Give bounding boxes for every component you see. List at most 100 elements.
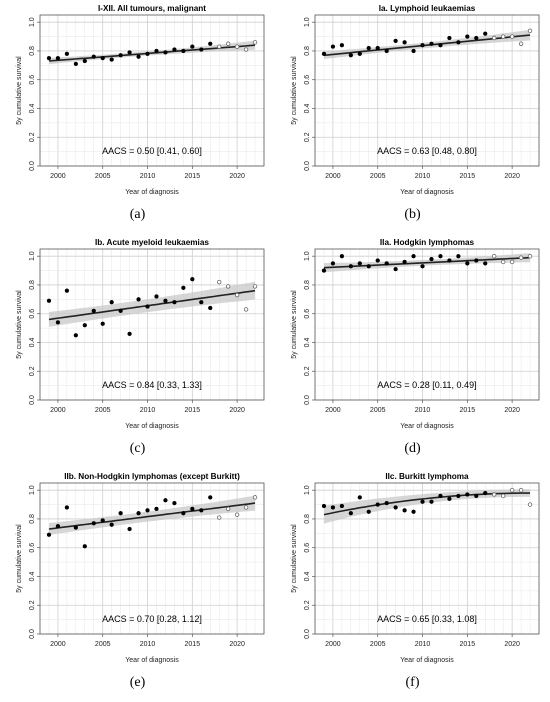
y-tick-label: 0.6: [29, 309, 36, 319]
x-tick-label: 2015: [460, 641, 476, 648]
x-tick-label: 2020: [229, 407, 245, 414]
data-point: [118, 308, 123, 313]
data-point: [456, 40, 461, 45]
chart-panel: 2000 2005 2010 2015 2020 0.0 0.2 0.4 0.6 0.8 1.0 Ia…: [275, 0, 550, 234]
panel-label: (d): [404, 441, 421, 456]
data-point: [82, 58, 87, 64]
y-tick-label: 0.8: [304, 280, 311, 290]
data-point: [64, 51, 70, 56]
data-point: [55, 523, 61, 529]
plot-frame: [314, 248, 540, 401]
data-point: [321, 268, 327, 273]
data-point: [127, 526, 132, 532]
data-point: [100, 518, 105, 523]
x-tick-label: 2000: [325, 407, 341, 414]
data-point-open: [225, 506, 231, 512]
data-point: [190, 506, 195, 512]
data-point: [91, 308, 96, 313]
data-point: [420, 43, 425, 48]
data-point: [339, 43, 345, 48]
x-tick-label: 2010: [140, 173, 156, 180]
data-point-open: [518, 487, 524, 493]
data-point: [118, 53, 123, 58]
data-point: [330, 505, 336, 510]
data-point-open: [491, 253, 497, 259]
chart-svg: 2000 2005 2010 2015 2020 0.0 0.2 0.4 0.6 0.8 1.0 II…: [291, 238, 540, 430]
y-tick-label: 0.2: [29, 600, 36, 610]
panel-label: (b): [404, 207, 421, 222]
data-point: [46, 298, 52, 303]
data-point: [483, 261, 488, 266]
y-axis-title: 5y cumulative survival: [16, 56, 23, 125]
data-point-open: [216, 279, 222, 285]
plot-frame: [39, 482, 265, 635]
data-point-open: [252, 284, 258, 289]
y-tick-label: 0.8: [304, 514, 311, 524]
data-point: [136, 297, 141, 302]
chart-title: IIc. Burkitt lymphoma: [385, 472, 469, 481]
data-point: [411, 509, 416, 514]
data-point-open: [234, 292, 240, 298]
data-point: [366, 45, 371, 51]
chart-svg: 2000 2005 2010 2015 2020 0.0 0.2 0.4 0.6 0.8 1.0 I-…: [16, 4, 265, 196]
y-tick-label: 0.0: [304, 629, 311, 639]
x-axis-title: Year of diagnosis: [125, 657, 179, 664]
data-point: [172, 500, 177, 506]
data-point-open: [243, 307, 249, 312]
y-tick-label: 0.6: [304, 543, 311, 553]
y-tick-label: 0.8: [304, 46, 311, 56]
aacs-annotation: AACS = 0.65 [0.33, 1.08]: [377, 614, 477, 624]
y-tick-label: 0.8: [29, 280, 36, 290]
data-point: [55, 320, 61, 325]
x-tick-label: 2020: [504, 407, 520, 414]
plot-frame: [314, 14, 540, 167]
x-tick-label: 2000: [50, 641, 66, 648]
y-tick-label: 0.6: [29, 75, 36, 85]
data-point: [411, 254, 416, 259]
data-point: [127, 50, 132, 55]
data-point-open: [225, 284, 231, 289]
y-tick-label: 0.2: [29, 366, 36, 376]
data-point: [55, 55, 61, 61]
data-point: [181, 511, 186, 516]
chart-title: Ib. Acute myeloid leukaemias: [95, 238, 209, 247]
data-point: [438, 43, 443, 48]
data-point: [199, 508, 204, 513]
data-point: [366, 509, 371, 514]
y-tick-label: 1.0: [304, 17, 311, 27]
data-point: [357, 51, 362, 56]
data-point: [447, 496, 452, 501]
data-point: [154, 48, 159, 54]
fit-line: [48, 44, 256, 62]
y-tick-label: 0.2: [29, 132, 36, 142]
plot-frame: [314, 482, 540, 635]
data-point: [375, 45, 380, 51]
data-point-open: [509, 487, 515, 493]
y-tick-label: 0.0: [29, 395, 36, 405]
x-tick-label: 2000: [50, 173, 66, 180]
y-tick-label: 0.4: [29, 104, 36, 114]
data-point: [420, 264, 425, 269]
data-point: [456, 254, 461, 259]
plot-frame: [39, 14, 265, 167]
y-tick-label: 0.2: [304, 600, 311, 610]
data-point-open: [509, 34, 515, 39]
data-point: [64, 505, 70, 510]
chart-title: IIb. Non-Hodgkin lymphomas (except Burki…: [64, 472, 240, 481]
data-point: [136, 54, 141, 59]
data-point: [330, 261, 336, 266]
data-point-open: [527, 502, 533, 507]
data-point: [163, 298, 168, 303]
data-point-open: [500, 493, 506, 499]
data-point-open: [234, 44, 240, 49]
data-point: [172, 300, 177, 305]
data-point: [109, 300, 114, 305]
x-tick-label: 2005: [370, 641, 386, 648]
x-tick-label: 2005: [370, 173, 386, 180]
data-point-open: [518, 255, 524, 260]
data-point: [181, 285, 186, 290]
chart-panel: 2000 2005 2010 2015 2020 0.0 0.2 0.4 0.6 0.8 1.0 II…: [0, 468, 275, 702]
data-point: [429, 499, 434, 504]
data-point: [447, 35, 452, 41]
